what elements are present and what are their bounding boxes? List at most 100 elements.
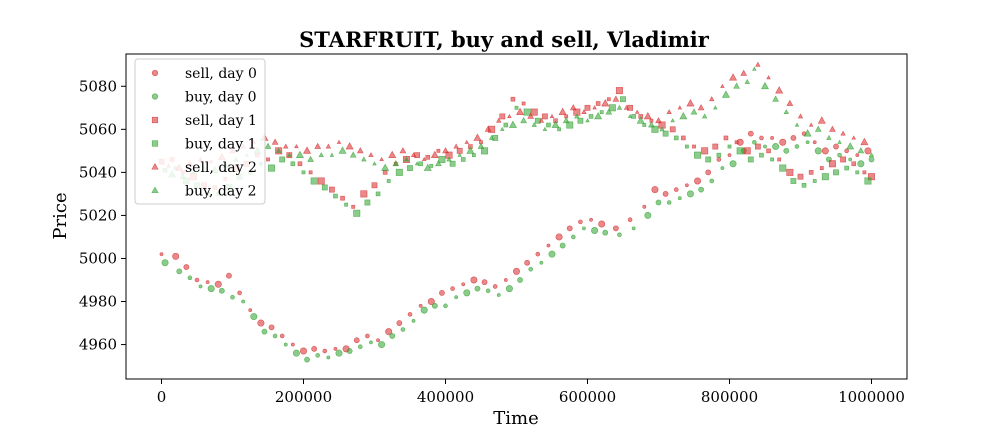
data-point: [517, 277, 523, 283]
data-point: [634, 109, 640, 114]
x-tick-label: 200000: [275, 388, 332, 406]
data-point: [855, 153, 860, 158]
data-point: [335, 349, 343, 357]
legend-marker: [151, 116, 159, 124]
data-point: [250, 313, 258, 321]
data-point: [616, 104, 623, 110]
data-point: [314, 142, 322, 149]
y-tick-label: 5020: [79, 206, 117, 224]
data-point: [421, 156, 427, 162]
data-point: [326, 355, 331, 360]
data-point: [470, 276, 478, 284]
data-point: [620, 96, 626, 103]
data-point: [503, 122, 509, 128]
data-point: [599, 110, 604, 115]
data-point: [705, 169, 712, 176]
data-point: [727, 144, 732, 149]
data-point: [577, 117, 584, 124]
data-point: [648, 121, 655, 128]
data-point: [698, 186, 704, 193]
data-point: [328, 186, 335, 193]
data-point: [814, 125, 822, 132]
x-tick-label: 600000: [559, 388, 616, 406]
data-point: [461, 282, 466, 287]
data-point: [862, 170, 867, 175]
data-point: [755, 61, 761, 67]
data-point: [290, 342, 295, 347]
data-point: [642, 123, 647, 127]
data-point: [555, 233, 563, 241]
data-point: [840, 130, 846, 136]
data-point: [541, 113, 548, 120]
chart-title: STARFRUIT, buy and sell, Vladimir: [299, 27, 710, 52]
y-tick-label: 5060: [79, 120, 117, 138]
data-point: [595, 101, 601, 106]
data-point: [585, 118, 590, 123]
data-point: [336, 139, 342, 144]
data-point: [546, 122, 551, 128]
data-point: [318, 152, 324, 158]
data-point: [752, 66, 757, 71]
data-point: [855, 170, 860, 175]
data-point: [463, 289, 471, 297]
data-point: [808, 122, 814, 127]
data-point: [159, 252, 164, 257]
data-point: [538, 117, 545, 123]
data-point: [857, 160, 865, 168]
y-tick-label: 4960: [79, 336, 117, 354]
y-axis-label: Price: [50, 192, 71, 239]
data-point: [438, 155, 446, 163]
x-tick-label: 1000000: [838, 388, 905, 406]
data-point: [368, 152, 374, 158]
data-point: [819, 166, 824, 170]
data-point: [268, 164, 276, 172]
data-point: [740, 69, 748, 76]
legend-label: buy, day 2: [185, 184, 257, 200]
data-point: [542, 126, 548, 131]
data-point: [566, 225, 573, 232]
data-point: [425, 155, 431, 160]
data-point: [759, 152, 764, 158]
data-point: [779, 138, 787, 146]
data-point: [846, 142, 855, 150]
data-point: [759, 135, 764, 141]
data-point: [496, 117, 502, 123]
data-point: [214, 280, 222, 288]
data-point: [435, 160, 442, 167]
series-sell-day-2: [166, 61, 869, 171]
data-point: [821, 147, 829, 155]
data-point: [218, 287, 225, 294]
data-point: [864, 147, 872, 155]
data-point: [826, 134, 832, 140]
data-point: [508, 120, 517, 128]
data-point: [584, 104, 591, 111]
data-point: [727, 153, 732, 158]
data-point: [557, 127, 562, 132]
data-point: [439, 290, 445, 296]
data-point: [301, 170, 306, 175]
legend-entry: buy, day 2: [151, 184, 257, 200]
data-point: [308, 170, 313, 175]
series-buy-day-0: [161, 139, 875, 363]
data-point: [677, 196, 682, 201]
legend-box: [134, 58, 266, 205]
data-point: [183, 264, 190, 270]
data-point: [283, 342, 288, 347]
data-point: [264, 142, 272, 149]
x-axis: 0 200000 400000 600000 800000 1000000: [157, 379, 905, 406]
legend-label: sell, day 2: [185, 160, 257, 176]
data-point: [488, 134, 495, 140]
data-point: [325, 143, 332, 149]
y-tick-label: 5000: [79, 249, 117, 267]
data-point: [460, 157, 466, 162]
data-point: [427, 298, 435, 306]
data-point: [615, 87, 623, 95]
data-point: [360, 190, 368, 198]
data-point: [677, 105, 683, 110]
data-point: [485, 288, 491, 294]
data-point: [684, 144, 689, 149]
data-point: [770, 136, 775, 140]
data-point: [686, 99, 695, 107]
data-point: [857, 147, 865, 154]
data-point: [766, 148, 771, 154]
